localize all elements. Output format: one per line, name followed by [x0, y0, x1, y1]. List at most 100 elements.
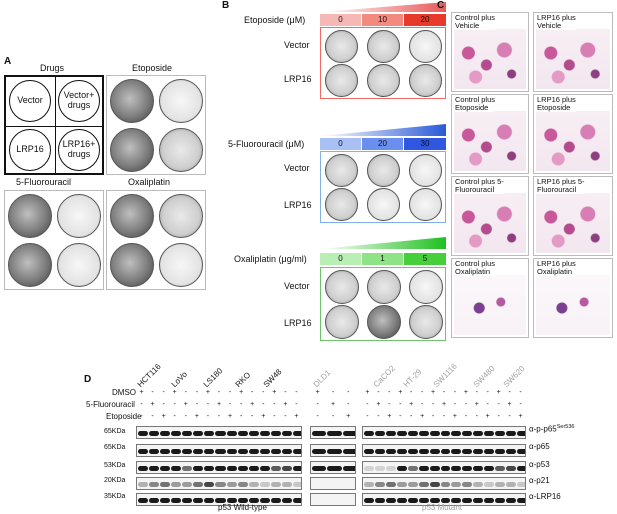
treatment-sign: +	[398, 389, 403, 396]
blot-band	[171, 448, 182, 454]
blot-band	[385, 465, 396, 471]
micrograph-control-etoposide: Control plus Etoposide	[451, 94, 529, 174]
blot-band	[312, 465, 327, 471]
blot-band	[374, 481, 385, 487]
mw-marker-5: 35KDa	[104, 493, 126, 500]
blot-band	[484, 465, 495, 471]
treatment-sign: -	[453, 401, 457, 408]
etoposide-row-lrp16: LRP16	[284, 74, 312, 84]
treatment-sign: +	[507, 401, 512, 408]
blot-band	[312, 430, 327, 436]
etoposide-row-vector: Vector	[284, 40, 310, 50]
treatment-sign: -	[162, 401, 165, 408]
blot-band	[149, 481, 160, 487]
blot-band	[292, 448, 301, 454]
line-dld1: DLD1	[311, 368, 333, 389]
blot-band	[204, 481, 215, 487]
blot-band	[248, 465, 259, 471]
blot-band	[193, 465, 204, 471]
treatment-sign: +	[431, 389, 436, 396]
oxaliplatin-title: Oxaliplatin	[128, 177, 171, 187]
blot-band	[259, 448, 270, 454]
blot-band	[407, 497, 418, 503]
blot-band	[374, 497, 385, 503]
panel-label-a: A	[4, 56, 12, 67]
treatment-sign: -	[431, 413, 435, 420]
treatment-sign: +	[485, 413, 490, 420]
treatment-sign: -	[519, 401, 522, 408]
blot-band	[484, 448, 495, 454]
blot-strip	[136, 461, 302, 474]
treatment-sign: +	[272, 389, 277, 396]
blot-band	[495, 448, 506, 454]
treatment-sign: -	[388, 401, 391, 408]
etoposide-conc-2: 20	[404, 14, 446, 26]
legend-vector: Vector	[9, 80, 51, 122]
blot-band	[462, 430, 473, 436]
etoposide-title: Etoposide	[132, 63, 173, 73]
micrograph-control-fluorouracil: Control plus 5- Fluorouracil	[451, 176, 529, 256]
blot-band	[215, 448, 226, 454]
blot-band	[385, 481, 396, 487]
treatment-sign: -	[388, 389, 391, 396]
panel-label-d: D	[84, 374, 92, 385]
blot-band	[374, 448, 385, 454]
treatment-sign: +	[376, 401, 381, 408]
blot-band	[462, 497, 473, 503]
fluorouracil-gradient	[320, 124, 446, 136]
blot-band	[204, 465, 215, 471]
line-rko: RKO	[233, 370, 253, 389]
blot-band	[171, 430, 182, 436]
blot-band	[226, 481, 237, 487]
treatment-sign: +	[228, 413, 233, 420]
blot-strip	[136, 477, 302, 490]
treatment-sign: -	[347, 389, 350, 396]
treatment-sign: -	[410, 389, 413, 396]
micrograph-lrp16-vehicle: LRP16 plus Vehicle	[533, 12, 613, 92]
treatment-sign: +	[409, 401, 414, 408]
treatment-sign: -	[442, 413, 446, 420]
treatment-sign: +	[365, 389, 370, 396]
group-wildtype: p53 Wild-type	[218, 503, 267, 512]
blot-band	[484, 430, 495, 436]
treatment-sign: +	[205, 389, 210, 396]
blot-band	[429, 497, 440, 503]
mw-marker-3: 53KDa	[104, 462, 126, 469]
fluorouracil-row-vector: Vector	[284, 163, 310, 173]
blot-band	[385, 430, 396, 436]
treatment-sign: -	[366, 401, 369, 408]
blot-band	[138, 430, 149, 436]
blot-band	[440, 465, 451, 471]
treatment-sign: -	[217, 413, 221, 420]
blot-band	[182, 481, 193, 487]
blot-band	[193, 448, 204, 454]
blot-band	[429, 430, 440, 436]
blot-band	[138, 465, 149, 471]
blot-band	[429, 465, 440, 471]
blot-band	[226, 497, 237, 503]
treatment-sign: -	[206, 401, 210, 408]
blot-band	[237, 497, 248, 503]
treatment-sign: +	[452, 413, 457, 420]
etoposide-plates	[320, 27, 446, 99]
treatment-sign: +	[250, 401, 255, 408]
fluorouracil-label: 5-Fluorouracil (μM)	[228, 139, 305, 149]
antibody-lrp16: α-LRP16	[529, 492, 561, 501]
phospho-site: Ser536	[556, 424, 575, 430]
treatment-sign: -	[486, 401, 489, 408]
blot-band	[149, 465, 160, 471]
blot-band	[364, 481, 374, 487]
blot-band	[215, 497, 226, 503]
blot-band	[312, 448, 327, 454]
blot-band	[149, 430, 160, 436]
blot-band	[418, 481, 429, 487]
blot-band	[138, 481, 149, 487]
line-hct116: HCT116	[135, 361, 163, 389]
blot-band	[517, 481, 525, 487]
panel-label-c: C	[437, 0, 445, 11]
blot-band	[226, 465, 237, 471]
fluorouracil-conc-1: 20	[362, 138, 403, 150]
micrograph-lrp16-oxaliplatin: LRP16 plus Oxaliplatin	[533, 258, 613, 338]
blot-band	[407, 430, 418, 436]
blot-band	[327, 430, 342, 436]
